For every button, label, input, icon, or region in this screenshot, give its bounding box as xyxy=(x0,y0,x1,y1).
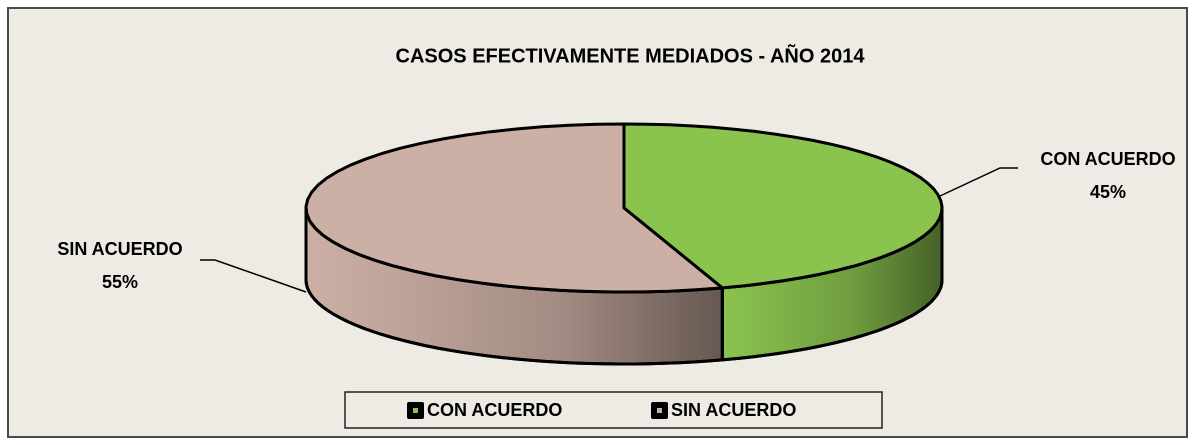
leader-line xyxy=(939,167,1018,197)
pie: CON ACUERDO 45% SIN ACUERDO 55% xyxy=(57,122,1176,366)
data-label-value: 55% xyxy=(102,272,138,292)
data-label-category: SIN ACUERDO xyxy=(57,239,182,259)
legend-swatch-color xyxy=(657,408,662,413)
legend-swatch-color xyxy=(413,408,418,413)
data-label-category: CON ACUERDO xyxy=(1040,149,1175,169)
legend-label: SIN ACUERDO xyxy=(671,400,796,420)
slice xyxy=(304,122,724,294)
chart-title: CASOS EFECTIVAMENTE MEDIADOS - AÑO 2014 xyxy=(396,44,866,67)
legend-box xyxy=(344,391,883,429)
leader-line xyxy=(200,259,307,293)
data-label-value: 45% xyxy=(1090,182,1126,202)
legend-label: CON ACUERDO xyxy=(427,400,562,420)
slice xyxy=(622,122,944,290)
legend: CON ACUERDO SIN ACUERDO xyxy=(407,400,796,420)
